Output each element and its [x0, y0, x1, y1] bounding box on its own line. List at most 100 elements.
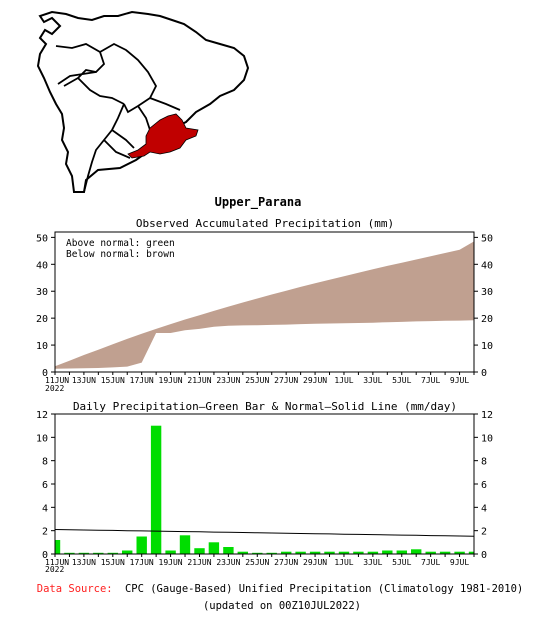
daily-xtick-label: 17JUN [130, 558, 154, 567]
daily-xtick-label: 21JUN [187, 558, 211, 567]
daily-xtick-label: 11JUN [45, 558, 69, 567]
accum-xtick-label: 7JUL [421, 376, 440, 385]
daily-year-label: 2022 [45, 565, 64, 574]
daily-bar [55, 540, 61, 554]
accum-xtick-label: 19JUN [159, 376, 183, 385]
daily-ytick-label-left: 8 [42, 457, 48, 468]
daily-bar [295, 551, 306, 554]
accum-ytick-label-left: 0 [42, 368, 48, 379]
daily-bar [353, 551, 364, 554]
accum-ytick-label-right: 0 [481, 368, 487, 379]
daily-xtick-label: 15JUN [101, 558, 125, 567]
daily-plot-area [54, 425, 475, 554]
daily-bar [309, 551, 321, 554]
daily-bar [64, 552, 75, 554]
daily-ytick-label-left: 4 [42, 503, 48, 514]
daily-bar [223, 547, 234, 554]
daily-bar [425, 551, 436, 554]
daily-y-ticks-left: 0 2 4 6 8 10 12 [36, 410, 55, 561]
daily-bar [150, 425, 162, 554]
daily-xtick-label: 27JUN [274, 558, 298, 567]
accum-ytick-label-right: 50 [481, 233, 493, 244]
accum-xtick-label: 13JUN [72, 376, 96, 385]
daily-bar [93, 552, 104, 554]
country-borders [55, 42, 181, 193]
daily-bar [281, 551, 292, 554]
accum-legend-above: Above normal: green [66, 238, 175, 249]
accum-ytick-label-left: 30 [36, 287, 48, 298]
daily-y-ticks-right: 0 2 4 6 8 10 12 [474, 410, 493, 561]
accum-xtick-label: 9JUL [450, 376, 469, 385]
accum-xtick-label: 23JUN [216, 376, 240, 385]
accum-plot-area [55, 241, 474, 369]
region-title: Upper_Parana [215, 195, 302, 210]
daily-bar [208, 542, 220, 554]
accum-frame [54, 231, 475, 373]
daily-ytick-label-left: 2 [42, 527, 48, 538]
daily-bar [237, 551, 248, 554]
map-inset [36, 10, 250, 193]
daily-xtick-label: 1JUL [334, 558, 353, 567]
daily-ytick-label-left: 12 [36, 410, 48, 421]
accum-ytick-label-right: 20 [481, 314, 493, 325]
daily-xtick-label: 29JUN [303, 558, 327, 567]
daily-bar [136, 536, 147, 554]
daily-bar [252, 552, 263, 554]
daily-ytick-label-left: 0 [42, 550, 48, 561]
daily-xtick-label: 5JUL [392, 558, 411, 567]
accum-y-ticks-right: 0 10 20 30 40 50 [474, 233, 493, 379]
daily-bar [165, 550, 176, 554]
accum-xtick-label: 11JUN [45, 376, 69, 385]
daily-bar [194, 548, 205, 554]
daily-xtick-label: 25JUN [245, 558, 269, 567]
accum-xtick-label: 1JUL [334, 376, 353, 385]
daily-bar [324, 551, 335, 554]
accum-chart-title: Observed Accumulated Precipitation (mm) [136, 217, 394, 230]
accum-ytick-label-right: 40 [481, 260, 493, 271]
daily-x-ticks: 11JUN 13JUN 15JUN 17JUN 19JUN 21JUN 23JUN 25JUN… [45, 554, 475, 567]
accum-xtick-label: 21JUN [187, 376, 211, 385]
daily-bar [454, 551, 465, 554]
daily-bar [266, 552, 277, 554]
daily-xtick-label: 23JUN [216, 558, 240, 567]
daily-ytick-label-right: 4 [481, 503, 487, 514]
daily-bar [396, 550, 407, 554]
accum-y-ticks-left: 0 10 20 30 40 50 [36, 233, 55, 379]
accum-xtick-label: 15JUN [101, 376, 125, 385]
daily-bar [122, 550, 133, 554]
daily-ytick-label-right: 8 [481, 457, 487, 468]
daily-normal-line [54, 529, 475, 537]
accum-xtick-label: 17JUN [130, 376, 154, 385]
accum-ytick-label-right: 10 [481, 341, 493, 352]
daily-xtick-label: 7JUL [421, 558, 440, 567]
daily-bar [107, 552, 118, 554]
accum-ytick-label-right: 30 [481, 287, 493, 298]
footer-updated: (updated on 00Z10JUL2022) [203, 600, 361, 612]
daily-chart: Daily Precipitation—Green Bar & Normal—S… [36, 400, 493, 574]
accum-ytick-label-left: 10 [36, 341, 48, 352]
daily-xtick-label: 19JUN [159, 558, 183, 567]
daily-ytick-label-right: 2 [481, 527, 487, 538]
accum-ytick-label-left: 40 [36, 260, 48, 271]
accum-legend-below: Below normal: brown [66, 249, 175, 260]
daily-ytick-label-right: 10 [481, 433, 493, 444]
daily-xtick-label: 3JUL [363, 558, 382, 567]
daily-bar [367, 551, 379, 554]
daily-bar [439, 551, 451, 554]
source-text: CPC (Gauge-Based) Unified Precipitation … [125, 583, 523, 595]
daily-bar [411, 549, 422, 554]
daily-ytick-label-left: 6 [42, 480, 48, 491]
accum-ytick-label-left: 20 [36, 314, 48, 325]
daily-bar [468, 551, 474, 554]
daily-chart-title: Daily Precipitation—Green Bar & Normal—S… [73, 400, 457, 413]
footer-source: Data Source: CPC (Gauge-Based) Unified P… [37, 583, 523, 595]
daily-xtick-label: 9JUL [450, 558, 469, 567]
daily-ytick-label-left: 10 [36, 433, 48, 444]
daily-ytick-label-right: 6 [481, 480, 487, 491]
accum-below-normal-area [55, 241, 474, 369]
daily-bar [382, 550, 393, 554]
region-upper-parana [127, 113, 199, 159]
daily-ytick-label-right: 12 [481, 410, 493, 421]
accum-x-ticks: 11JUN 13JUN 15JUN 17JUN 19JUN 21JUN 23JUN 25JUN… [45, 372, 475, 385]
